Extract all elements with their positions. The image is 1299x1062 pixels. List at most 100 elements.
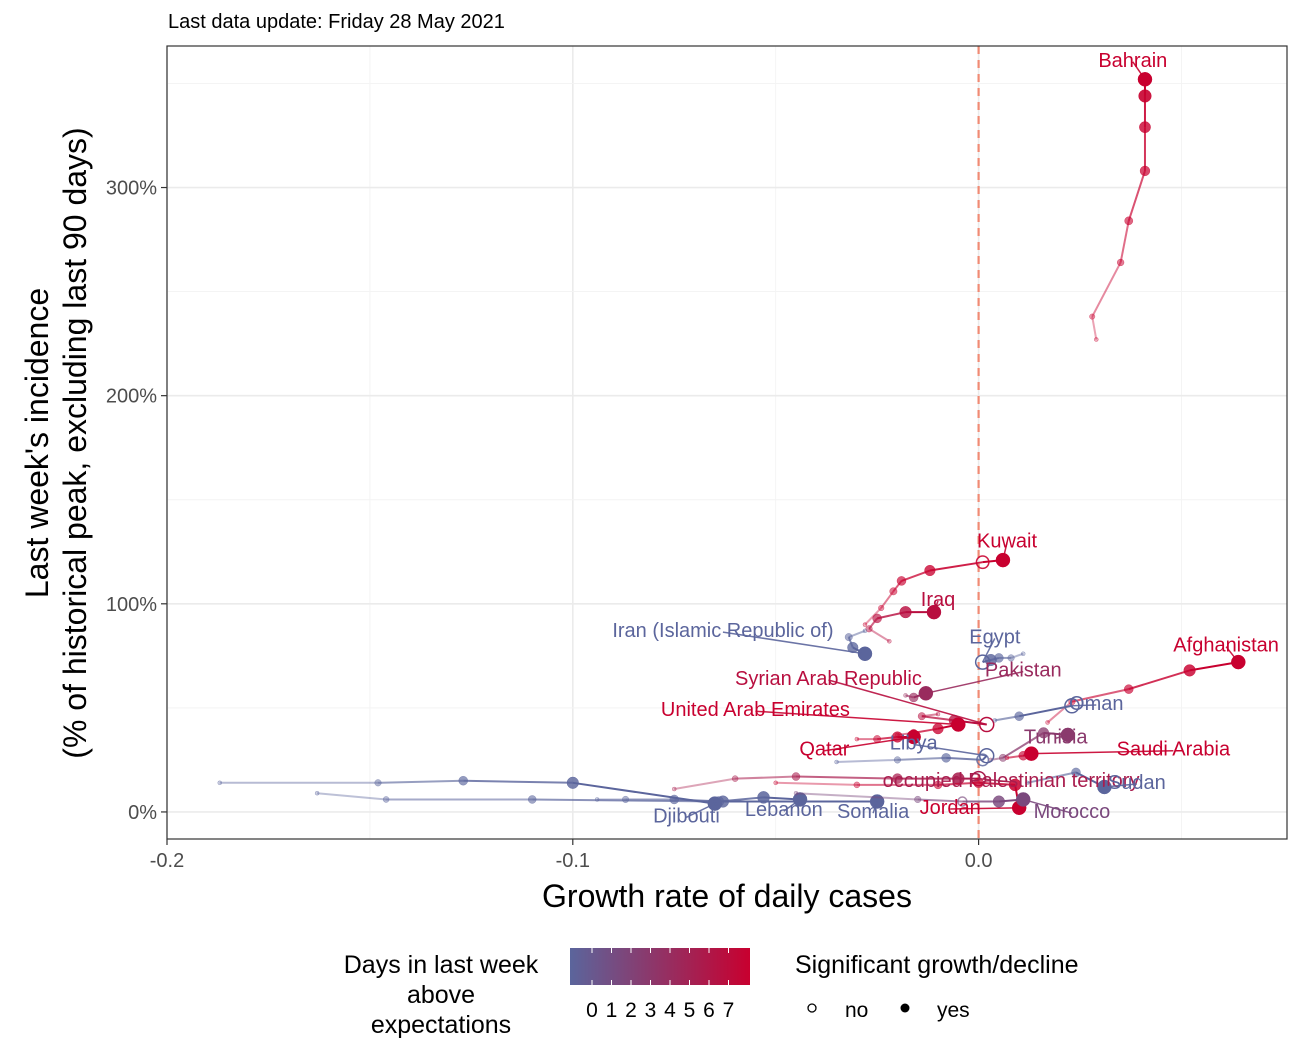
- label-leader-line: [925, 670, 1024, 695]
- data-point-significant: [853, 781, 861, 789]
- series-trail: [974, 651, 1026, 670]
- data-point-not-significant: [978, 716, 995, 733]
- label-leader-line: [950, 807, 1020, 810]
- legend-shape-title: Significant growth/decline: [795, 951, 1079, 979]
- country-label: Kuwait: [977, 531, 1037, 553]
- series-layer: [217, 72, 1246, 816]
- colorbar-label: 6: [703, 999, 715, 1022]
- label-leader-line: [872, 801, 878, 814]
- y-tick-label: 200%: [106, 386, 157, 408]
- data-point-significant: [382, 796, 390, 803]
- trail-segment: [532, 798, 719, 803]
- trail-segment: [1128, 669, 1190, 691]
- country-label: Jordan: [920, 797, 981, 819]
- series-trail: [1004, 746, 1039, 761]
- label-leader-line: [1104, 783, 1137, 788]
- axis-layer: -0.2 -0.1 0.0 0% 100% 200% 300%: [106, 178, 993, 872]
- plot-panel-border: [166, 45, 1288, 840]
- data-point-significant: [887, 639, 892, 644]
- series-trail: [834, 747, 995, 767]
- data-point-significant: [1008, 778, 1022, 792]
- data-point-significant: [1094, 337, 1099, 342]
- country-label: Libya: [890, 733, 939, 755]
- colorbar-label: 4: [664, 999, 676, 1022]
- label-leader-line: [981, 638, 996, 663]
- label-leader-line: [913, 743, 987, 757]
- trail-segment: [836, 758, 898, 763]
- x-tick-label: 0.0: [965, 850, 993, 872]
- label-leader-line: [1031, 749, 1174, 755]
- data-point-significant: [1020, 651, 1026, 657]
- data-point-significant: [973, 777, 984, 789]
- label-leader-line: [824, 736, 914, 752]
- colorbar-label: 1: [606, 999, 618, 1022]
- series-trail: [992, 698, 1080, 723]
- data-point-significant: [671, 786, 677, 792]
- series-trail: [1089, 72, 1153, 342]
- series-trail: [773, 777, 1027, 816]
- label-leader-line: [686, 802, 716, 819]
- label-leader-line: [1055, 734, 1069, 739]
- legend-shape-no: no: [845, 999, 868, 1022]
- label-leader-line: [783, 798, 801, 812]
- trail-segment: [937, 781, 979, 786]
- country-label: Somalia: [837, 801, 910, 823]
- trail-segment: [674, 777, 736, 791]
- trail-segment: [897, 756, 947, 761]
- country-label: Syrian Arab Republic: [735, 668, 922, 690]
- data-point-significant: [1025, 780, 1030, 786]
- country-label: United Arab Emirates: [661, 699, 850, 721]
- trail-segment: [1046, 700, 1073, 724]
- country-label: Iraq: [921, 589, 955, 611]
- legend-shape-yes: yes: [937, 999, 970, 1022]
- trail-segment: [917, 798, 963, 803]
- label-leader-line: [933, 600, 939, 613]
- y-axis-title-line1: Last week's incidence: [19, 288, 55, 598]
- country-label: Tunisia: [1024, 726, 1089, 748]
- series-trail: [594, 794, 885, 809]
- trail-segment: [1189, 661, 1239, 672]
- data-point-significant: [1183, 664, 1196, 677]
- data-point-significant: [862, 628, 868, 634]
- label-leader-line: [755, 710, 959, 726]
- data-point-significant: [889, 587, 898, 596]
- data-point-significant: [933, 780, 943, 790]
- data-point-significant: [314, 790, 320, 796]
- data-point-significant: [862, 622, 868, 627]
- colorbar-label: 5: [684, 999, 696, 1022]
- data-point-significant: [998, 753, 1007, 762]
- label-leader-line: [828, 679, 987, 726]
- data-point-significant: [791, 772, 801, 781]
- country-label: Djibouti: [653, 805, 720, 827]
- trail-segment: [674, 798, 723, 803]
- data-point-significant: [566, 776, 579, 789]
- trail-segment: [377, 779, 464, 784]
- data-point-significant: [1139, 165, 1151, 177]
- label-leader-line: [1071, 704, 1097, 707]
- y-axis-title-line2: (% of historical peak, excluding last 90…: [57, 127, 93, 758]
- data-point-significant: [793, 790, 799, 796]
- data-point-significant: [899, 606, 912, 619]
- colorbar-label: 0: [586, 999, 598, 1022]
- label-leader-line: [1132, 61, 1146, 80]
- data-point-significant: [903, 693, 908, 698]
- data-point-significant: [834, 759, 839, 765]
- y-tick-label: 300%: [106, 178, 157, 200]
- y-tick-label: 100%: [106, 594, 157, 616]
- colorbar-label: 2: [625, 999, 637, 1022]
- data-point-significant: [872, 613, 882, 624]
- country-label: Afghanistan: [1173, 635, 1279, 657]
- country-label: Morocco: [1034, 801, 1111, 823]
- trail-segment: [1027, 771, 1077, 784]
- data-point-significant: [1123, 684, 1134, 694]
- trail-segment: [795, 792, 918, 801]
- trail-segment: [868, 627, 890, 643]
- data-point-not-significant: [974, 654, 991, 670]
- series-trail: [1025, 767, 1112, 795]
- country-label: Sudan: [1108, 772, 1166, 794]
- data-point-significant: [1139, 121, 1151, 134]
- trail-segment: [1002, 731, 1045, 759]
- data-point-significant: [917, 712, 926, 721]
- data-point-significant: [594, 797, 600, 802]
- data-point-not-significant: [976, 753, 990, 767]
